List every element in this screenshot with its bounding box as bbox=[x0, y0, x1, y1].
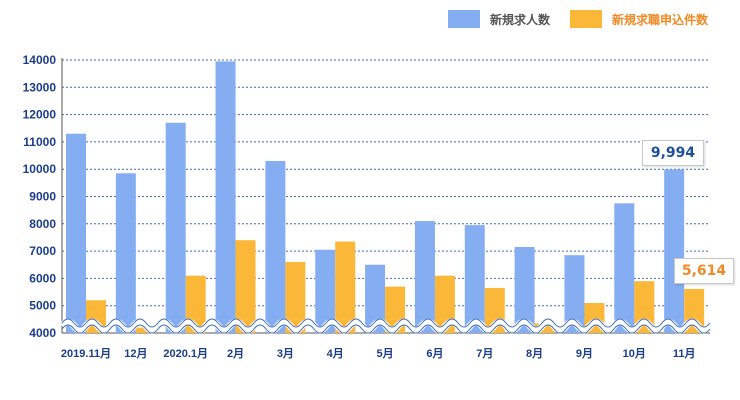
x-tick-label: 2020.1月 bbox=[163, 347, 208, 360]
callout-job-value: 9,994 bbox=[642, 140, 704, 166]
legend-item-job: 新規求人数 bbox=[448, 8, 550, 30]
legend-swatch-job bbox=[448, 10, 480, 28]
bar-applicant bbox=[285, 262, 306, 333]
bar-job bbox=[115, 173, 136, 333]
x-tick-label: 7月 bbox=[476, 347, 493, 360]
bar-applicant bbox=[434, 275, 455, 333]
y-tick-label: 14000 bbox=[23, 53, 57, 67]
bar-job bbox=[414, 221, 435, 333]
bar-job bbox=[464, 225, 485, 333]
x-tick-label: 2月 bbox=[227, 347, 244, 360]
y-tick-label: 8000 bbox=[29, 217, 56, 231]
bar-job bbox=[664, 169, 685, 333]
x-tick-label: 11月 bbox=[673, 347, 696, 360]
bar-job bbox=[564, 255, 585, 333]
bar-job bbox=[365, 264, 386, 333]
x-tick-label: 6月 bbox=[426, 347, 443, 360]
callout-applicant-value: 5,614 bbox=[674, 258, 734, 284]
bar-job bbox=[315, 249, 336, 333]
x-tick-label: 10月 bbox=[623, 347, 646, 360]
x-tick-label: 3月 bbox=[277, 347, 294, 360]
y-tick-label: 12000 bbox=[23, 108, 57, 122]
y-tick-label: 10000 bbox=[23, 162, 57, 176]
legend-swatch-applicant bbox=[570, 10, 602, 28]
legend-label-job: 新規求人数 bbox=[490, 12, 551, 27]
axis-break-line-top bbox=[61, 318, 711, 328]
y-tick-label: 9000 bbox=[29, 190, 56, 204]
x-tick-label: 12月 bbox=[124, 347, 147, 360]
x-tick-label: 5月 bbox=[377, 347, 394, 360]
bar-job bbox=[265, 161, 286, 333]
x-tick-label: 8月 bbox=[526, 347, 543, 360]
y-tick-label: 13000 bbox=[23, 80, 57, 94]
y-tick-label: 7000 bbox=[29, 244, 56, 258]
legend-label-applicant: 新規求職申込件数 bbox=[612, 12, 709, 27]
bar-job bbox=[614, 203, 635, 333]
axis-break-band bbox=[59, 318, 713, 334]
y-tick-label: 11000 bbox=[23, 135, 56, 149]
bar-applicant bbox=[335, 241, 356, 333]
legend-item-applicant: 新規求職申込件数 bbox=[570, 8, 708, 30]
y-tick-label: 6000 bbox=[29, 271, 56, 285]
bar-applicant bbox=[185, 275, 206, 333]
bar-job bbox=[165, 122, 186, 333]
x-tick-label: 4月 bbox=[327, 347, 344, 360]
axis-break-line-bottom bbox=[61, 324, 711, 334]
bar-job bbox=[66, 133, 86, 333]
x-tick-label: 2019.11月 bbox=[61, 347, 111, 360]
x-tick-label: 9月 bbox=[576, 347, 593, 360]
bar-job bbox=[514, 247, 535, 333]
bar-applicant bbox=[235, 240, 256, 333]
y-tick-label: 5000 bbox=[29, 299, 56, 313]
bar-job bbox=[215, 61, 236, 334]
y-tick-label: 4000 bbox=[29, 326, 56, 340]
